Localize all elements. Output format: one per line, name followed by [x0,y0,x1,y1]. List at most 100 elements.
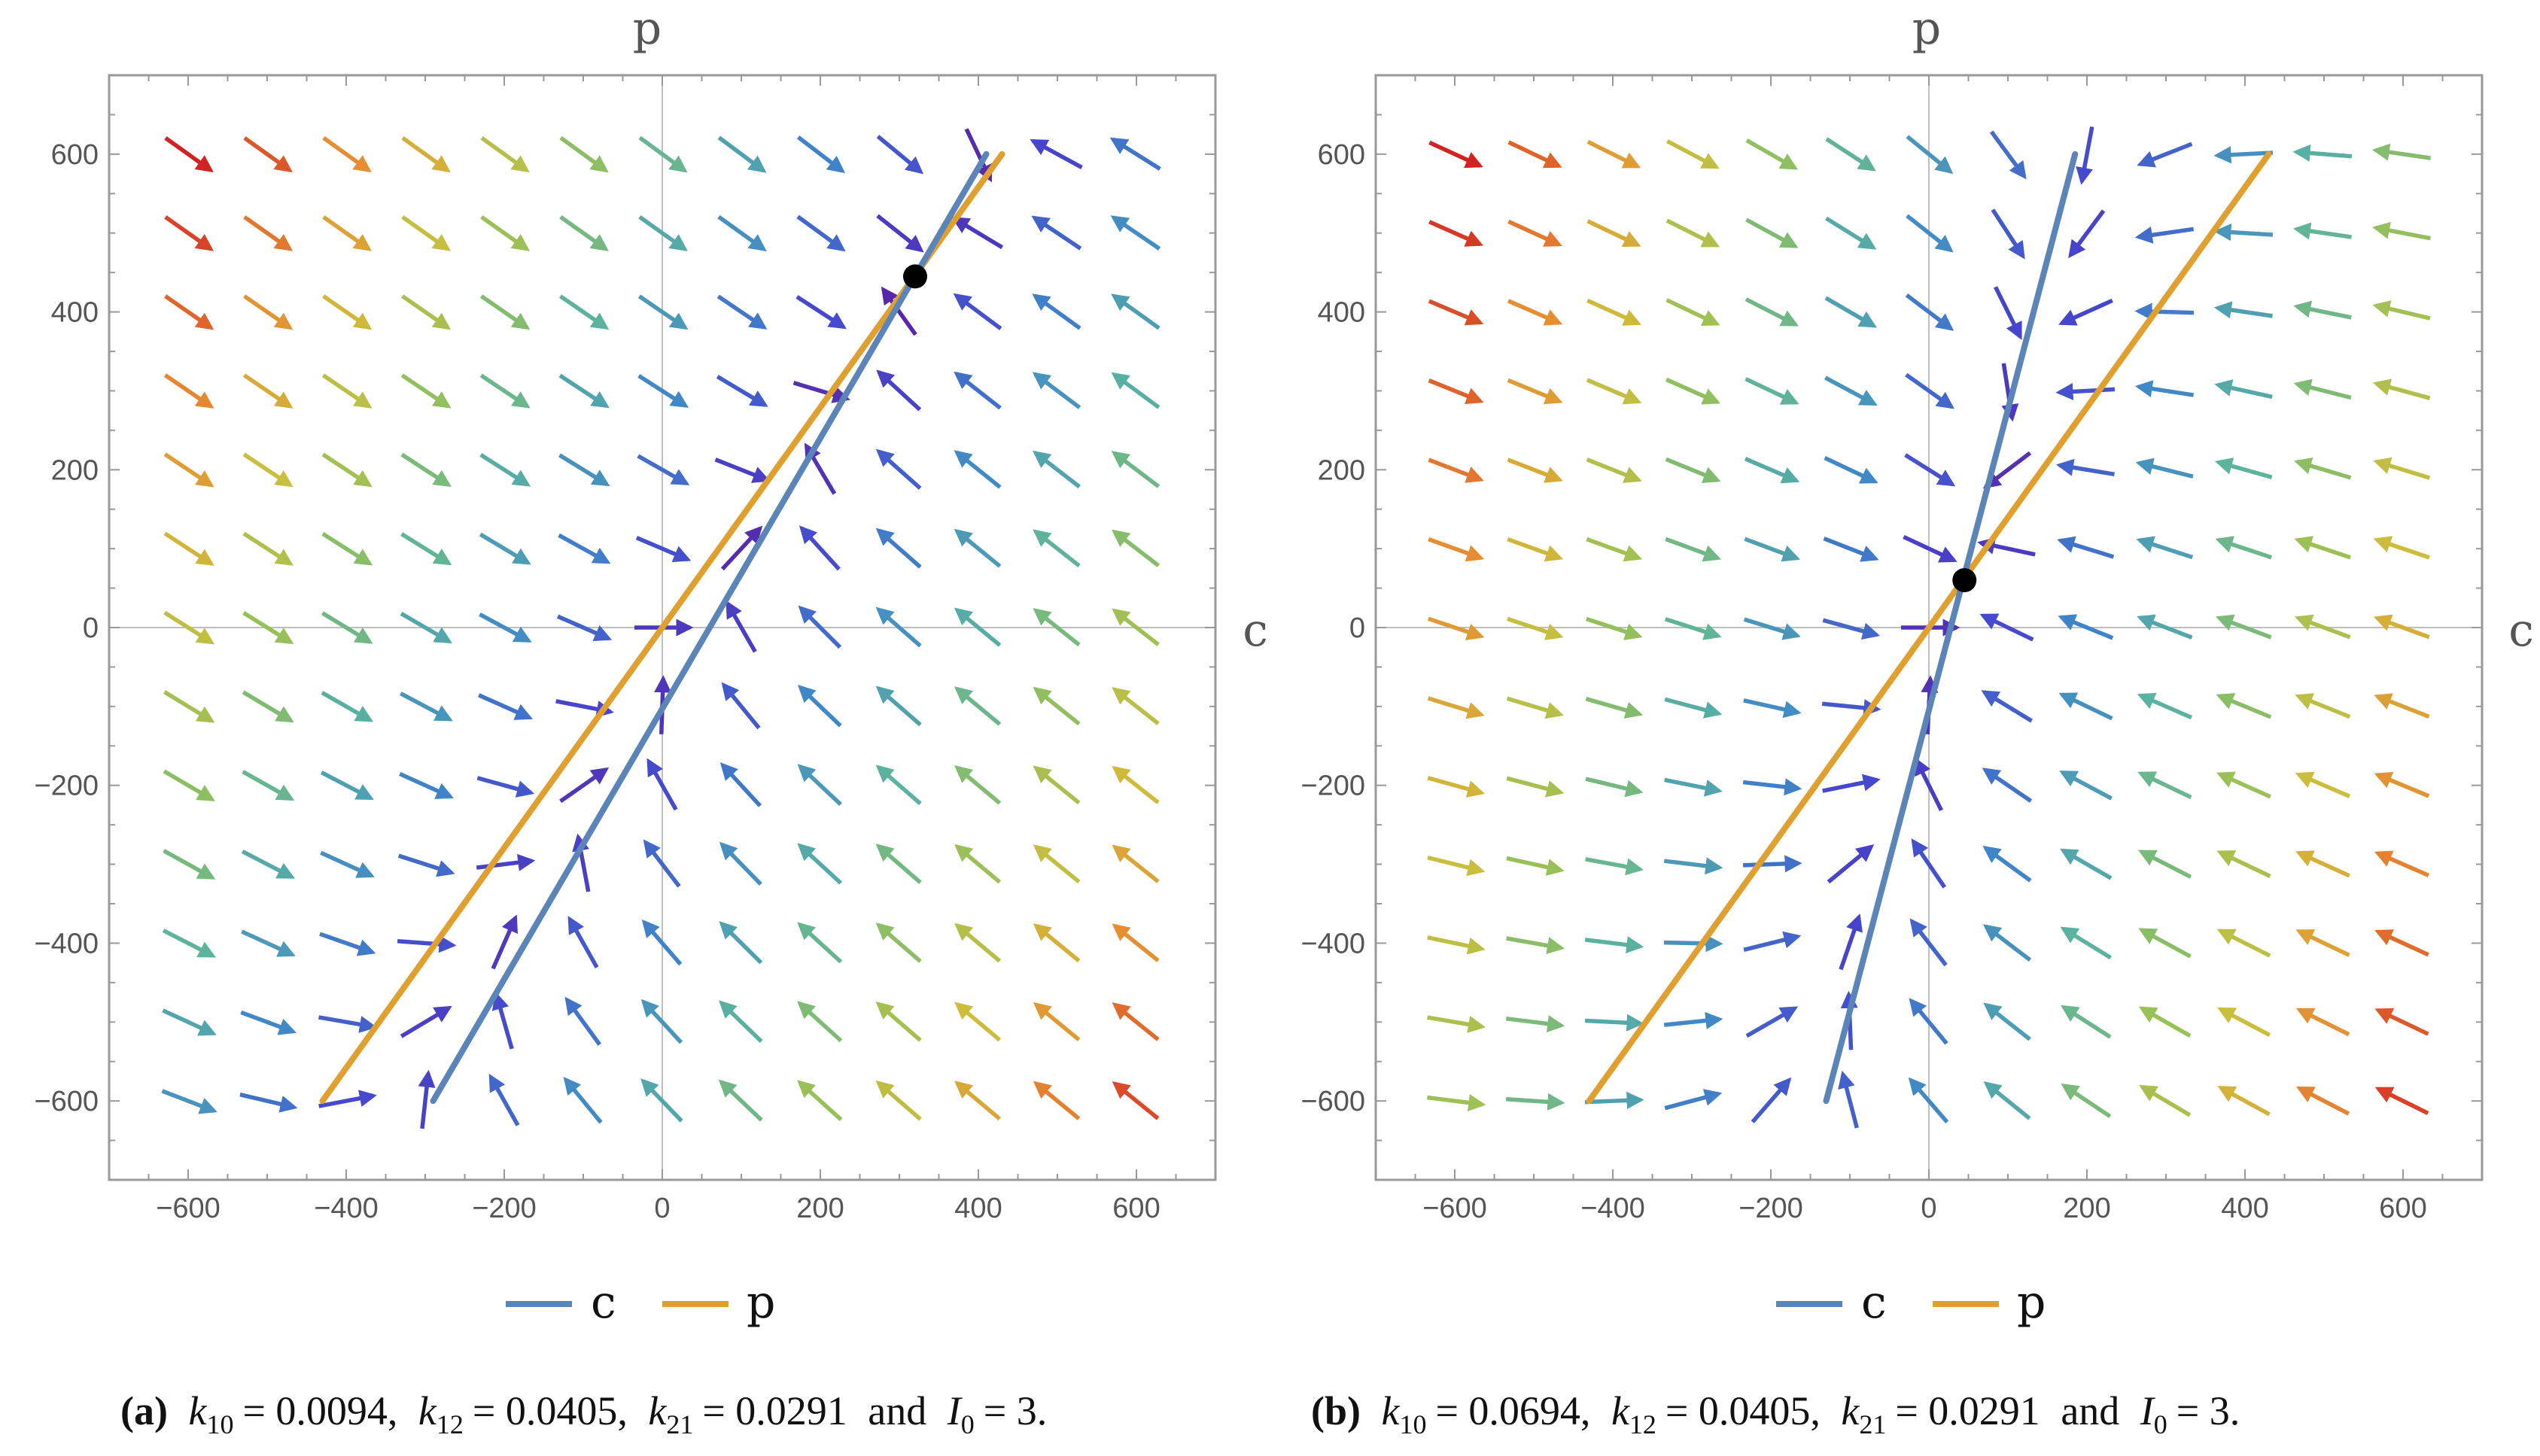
panel-a-field-arrow [559,215,609,251]
panel-a-field-arrow [954,1002,1002,1042]
panel-b-legend-c-label: c [1861,1276,1887,1329]
panel-a-field-arrow [400,373,452,409]
panel-b-field-arrow [2296,1086,2350,1116]
panel-a-field-arrow [1111,451,1160,488]
panel-a-field-arrow [881,286,917,336]
panel-a-field-arrow [478,693,534,720]
panel-b-field-arrow [1745,377,1799,405]
panel-b-nullcline-c [1823,150,2079,1105]
panel-b-caption-label: (b) [1311,1388,1361,1433]
panel-a-field-arrow [164,215,214,251]
panel-a-field-arrow [954,765,1002,805]
panel-b-field-arrow [2374,1008,2429,1036]
panel-b-field-arrow [1664,1089,1723,1111]
panel-a-field-arrow [718,1079,763,1122]
panel-a-xtick-label: −200 [472,1193,537,1224]
panel-b-field-arrow [2372,378,2431,400]
panel-b-field-arrow [2137,850,2192,879]
panel-a-field-arrow [799,525,841,571]
panel-a-field-arrow [876,369,922,412]
panel-a-field-arrow [479,453,531,487]
panel-a-field-arrow [719,921,763,965]
panel-b-xtick-label: 0 [1921,1193,1936,1224]
panel-b-field-arrow [1664,777,1723,797]
panel-b-field-arrow [1903,535,1957,563]
panel-a-caption: (a) k10 = 0.0094, k12 = 0.0405, k21 = 0.029… [120,1388,1047,1439]
panel-b-field-arrow [1428,616,1485,640]
panel-b-field-arrow [1507,299,1563,326]
panel-a-field-arrow [479,612,532,643]
panel-b-field-arrow [1507,537,1564,562]
panel-a-field-arrow [1109,137,1161,171]
panel-a-field-arrow [1110,215,1161,251]
panel-b-field-arrow [1506,696,1564,719]
panel-b-field-arrow [1664,617,1722,640]
panel-b-xlabel: c [2508,604,2534,657]
panel-a-field-arrow [643,839,681,888]
panel-a-field-arrow [163,373,214,409]
panel-b-field-arrow [1827,844,1875,884]
panel-a-field-arrow [720,525,763,571]
panel-a-vector-field [161,128,1161,1129]
panel-b-field-arrow [2137,614,2193,640]
panel-a-field-arrow [637,294,689,330]
panel-b-legend: c p [1776,1276,2046,1329]
panel-b-field-arrow [1507,616,1564,640]
panel-b-field-arrow [2060,1005,2112,1039]
panel-b-field-arrow [1982,846,2032,883]
panel-b-xtick-label: 600 [2379,1193,2426,1224]
panel-a-field-arrow [719,841,762,886]
panel-b-caption-k10: = 0.0694, [1435,1388,1590,1433]
panel-b-field-arrow [1584,1014,1644,1032]
panel-a-field-arrow [400,452,452,487]
panel-a-field-arrow [1111,529,1160,567]
panel-b-field-arrow [1586,219,1641,248]
panel-a-field-arrow [399,772,454,799]
panel-a-field-arrow [400,692,453,722]
panel-a-field-arrow [319,932,376,956]
panel-a-field-arrow [1112,1081,1160,1120]
panel-a-field-arrow [558,294,610,330]
panel-a-field-arrow [954,1081,1002,1121]
panel-b-field-arrow [1825,216,1877,250]
panel-a-field-arrow [954,371,1002,410]
panel-b-caption-and: and [2061,1388,2119,1433]
panel-b-nullclines [1586,150,2272,1105]
panel-a-caption-k10: = 0.0094, [242,1388,397,1433]
panel-b-field-arrow [1981,690,2034,723]
panel-b-field-arrow [2295,771,2351,798]
panel-a-field-arrow [558,373,610,409]
panel-b-field-arrow [1427,776,1486,798]
panel-a-field-arrow [876,214,924,253]
panel-b: −600 −400 −200 0 200 400 600 600 400 200 0 −200 −400… [1300,2,2533,1439]
panel-b-field-arrow [1906,135,1954,175]
panel-b-field-arrow [1506,936,1565,955]
panel-a-field-arrow [559,767,610,804]
panel-a-field-arrow [240,1010,297,1035]
panel-a-ytick-label: 200 [51,454,99,486]
panel-b-field-arrow [2136,536,2194,560]
panel-b-field-arrow [1745,217,1799,248]
panel-a-field-arrow [480,215,530,251]
panel-a-field-arrow [400,611,452,644]
panel-b-field-arrow [1839,913,1863,971]
panel-a-xtick-label: 0 [654,1193,670,1224]
panel-a-field-arrow [953,293,1002,330]
panel-b-ytick-label: −600 [1300,1086,1365,1117]
panel-a-field-arrow [558,533,611,564]
panel-a-legend-p-label: p [747,1276,775,1329]
panel-a-field-arrow [322,136,372,173]
panel-a-field-arrow [564,996,602,1046]
panel-b-field-arrow [1665,537,1722,562]
panel-a-field-arrow [797,685,842,728]
panel-a-field-arrow [161,1089,217,1114]
panel-a-field-arrow [875,1080,922,1121]
panel-a-field-arrow [321,373,373,409]
panel-b-field-arrow [1663,857,1723,875]
panel-a-field-arrow [164,136,214,173]
panel-a-field-arrow [1031,215,1082,251]
panel-a-ylabel: p [633,2,662,55]
panel-a-field-arrow [1033,529,1081,568]
panel-b-field-arrow [2061,1084,2112,1118]
